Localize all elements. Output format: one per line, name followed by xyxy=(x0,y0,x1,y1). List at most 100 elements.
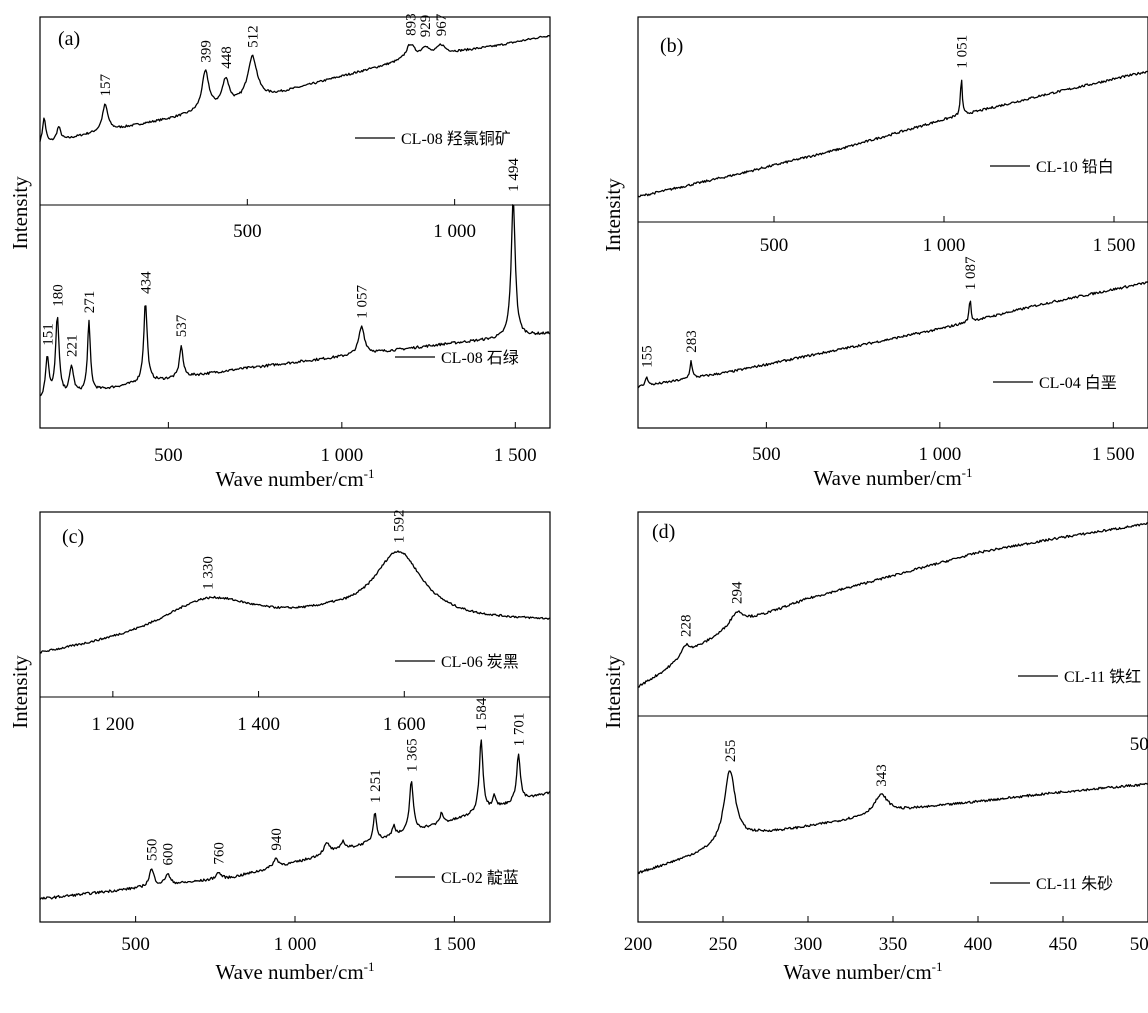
x-tick-label: 1 200 xyxy=(91,714,134,735)
peak-label: 537 xyxy=(174,314,190,337)
spectrum-line xyxy=(39,739,551,900)
peak-label: 1 494 xyxy=(506,158,522,192)
peak-label: 155 xyxy=(640,345,656,368)
x-tick-label: 350 xyxy=(879,934,908,955)
peak-label: 1 251 xyxy=(368,769,384,803)
panel-1: (b) Intensity Wave number/cm-1 500 1 000 1 50… xyxy=(601,16,1148,490)
legend-label: CL-10 铅白 xyxy=(1036,158,1114,176)
x-axis-title: Wave number/cm-1 xyxy=(813,465,972,490)
peak-label: 1 330 xyxy=(201,556,217,590)
spectrum-line xyxy=(637,70,1148,198)
peak-label: 1 051 xyxy=(954,35,970,69)
spectrum-line xyxy=(39,204,551,397)
x-tick-label: 500 xyxy=(154,445,183,466)
peak-label: 221 xyxy=(65,335,81,358)
x-tick-label: 500 xyxy=(752,444,781,465)
peak-label: 1 057 xyxy=(355,284,371,318)
x-tick-label: 1 000 xyxy=(433,221,476,242)
x-tick-label: 1 000 xyxy=(320,445,363,466)
x-tick-label: 500 xyxy=(1130,934,1148,955)
peak-label: 434 xyxy=(139,271,155,294)
subplot-2-0: 1 200 1 400 1 600 1 330 1 592 CL-06 炭黑 xyxy=(39,509,551,735)
peak-label: 271 xyxy=(82,291,98,314)
panel-frame xyxy=(39,16,551,429)
peak-label: 1 365 xyxy=(404,738,420,772)
x-tick-label: 400 xyxy=(964,934,993,955)
panel-label: (c) xyxy=(62,526,84,548)
legend-label: CL-11 铁红 xyxy=(1064,668,1141,686)
legend-label: CL-02 靛蓝 xyxy=(441,869,519,887)
x-tick-label: 1 400 xyxy=(237,714,280,735)
peak-label: 893 xyxy=(403,13,419,36)
legend-label: CL-11 朱砂 xyxy=(1036,875,1113,893)
subplot-1-1: 500 1 000 1 500 155 283 1 087 CL-04 白垩 xyxy=(637,221,1148,465)
subplot-3-1: 200 250 300 350 400 450 500 255 343 CL-11 朱砂 xyxy=(624,715,1148,955)
spectrum-line xyxy=(637,280,1148,389)
peak-label: 283 xyxy=(684,330,700,353)
x-tick-label: 300 xyxy=(794,934,823,955)
peak-label: 448 xyxy=(219,46,235,69)
y-axis-title: Intensity xyxy=(8,655,32,729)
x-tick-label: 450 xyxy=(1049,934,1078,955)
peak-label: 228 xyxy=(679,615,695,638)
peak-label: 343 xyxy=(874,764,890,787)
x-tick-label: 1 600 xyxy=(383,714,426,735)
subplot-2-1: 500 1 000 1 500 550 600 760 940 1 251 1 365 1 584… xyxy=(39,696,551,955)
spectrum-line xyxy=(637,770,1148,875)
x-tick-label: 1 000 xyxy=(923,235,966,256)
y-axis-title: Intensity xyxy=(601,655,625,729)
subplot-1-0: 500 1 000 1 500 1 051 CL-10 铅白 xyxy=(637,35,1148,256)
subplot-3-0: 500 228 294 CL-11 铁红 xyxy=(637,522,1148,755)
x-tick-label: 1 000 xyxy=(918,444,961,465)
x-tick-label: 1 500 xyxy=(494,445,537,466)
subplot-0-1: 500 1 000 1 500 151 180 221 271 434 537 1 057 1 49… xyxy=(39,158,551,466)
panel-label: (a) xyxy=(58,28,80,50)
peak-label: 929 xyxy=(418,15,434,38)
x-axis-title: Wave number/cm-1 xyxy=(215,466,374,491)
x-axis-title: Wave number/cm-1 xyxy=(783,959,942,984)
x-tick-label: 500 xyxy=(233,221,262,242)
x-tick-label: 200 xyxy=(624,934,653,955)
peak-label: 550 xyxy=(145,839,161,862)
peak-label: 760 xyxy=(212,842,228,865)
legend-label: CL-06 炭黑 xyxy=(441,653,519,671)
peak-label: 600 xyxy=(161,843,177,866)
legend-label: CL-04 白垩 xyxy=(1039,374,1117,392)
panel-0: (a) Intensity Wave number/cm-1 500 1 000 157 3… xyxy=(8,13,551,491)
peak-label: 294 xyxy=(730,581,746,604)
x-axis-title: Wave number/cm-1 xyxy=(215,959,374,984)
peak-label: 399 xyxy=(198,40,214,63)
x-tick-label: 500 xyxy=(760,235,789,256)
peak-label: 1 584 xyxy=(474,697,490,731)
peak-label: 1 701 xyxy=(511,713,527,747)
panel-label: (d) xyxy=(652,521,675,543)
x-tick-label: 500 xyxy=(1130,734,1148,755)
x-tick-label: 1 500 xyxy=(1093,235,1136,256)
legend-label: CL-08 羟氯铜矿 xyxy=(401,130,511,148)
panel-label: (b) xyxy=(660,35,683,57)
panel-3: (d) Intensity Wave number/cm-1 500 228 294 CL-… xyxy=(601,511,1148,984)
peak-label: 151 xyxy=(40,323,56,346)
spectrum-line xyxy=(39,35,551,142)
x-tick-label: 1 500 xyxy=(1092,444,1135,465)
x-tick-label: 500 xyxy=(121,934,150,955)
panel-frame xyxy=(637,511,1148,923)
x-tick-label: 250 xyxy=(709,934,738,955)
peak-label: 255 xyxy=(723,740,739,763)
spectrum-line xyxy=(637,522,1148,688)
y-axis-title: Intensity xyxy=(8,176,32,250)
peak-label: 1 592 xyxy=(392,509,408,543)
peak-label: 940 xyxy=(269,828,285,851)
peak-label: 1 087 xyxy=(963,256,979,290)
peak-label: 512 xyxy=(245,25,261,48)
peak-label: 157 xyxy=(98,74,114,97)
peak-label: 967 xyxy=(434,13,450,36)
x-tick-label: 1 500 xyxy=(433,934,476,955)
legend-label: CL-08 石绿 xyxy=(441,349,519,367)
spectrum-line xyxy=(39,550,551,654)
x-tick-label: 1 000 xyxy=(274,934,317,955)
y-axis-title: Intensity xyxy=(601,178,625,252)
